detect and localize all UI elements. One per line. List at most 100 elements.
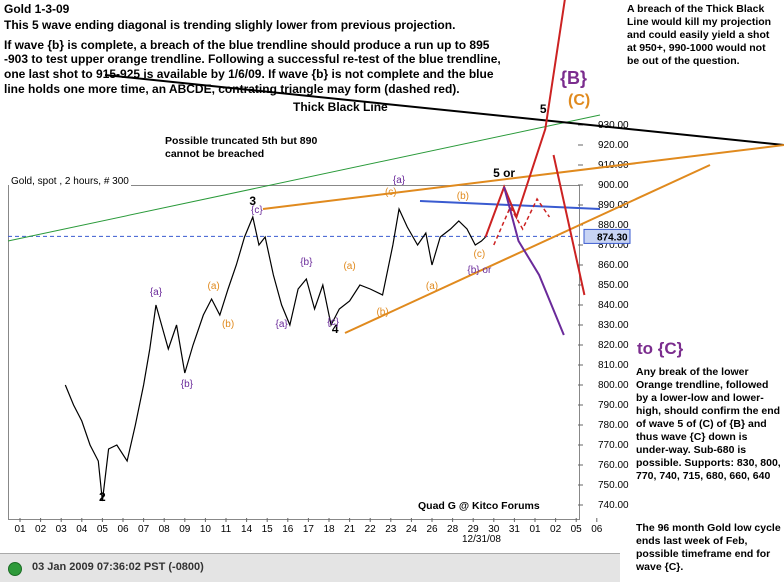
- x-tick-label: 14: [241, 524, 253, 535]
- y-tick-label: 850.00: [598, 280, 629, 291]
- wave-label: 5: [540, 102, 547, 116]
- y-tick-label: 820.00: [598, 340, 629, 351]
- wave-label: (a): [343, 261, 355, 272]
- x-tick-label: 15: [262, 524, 274, 535]
- y-tick-label: 800.00: [598, 380, 629, 391]
- note-line-3: -903 to test upper orange trendline. Fol…: [4, 52, 501, 66]
- wave-label: (b): [376, 307, 388, 318]
- x-tick-label: 01: [14, 524, 26, 535]
- y-tick-label: 840.00: [598, 300, 629, 311]
- wave-label: (c): [474, 249, 486, 260]
- x-tick-label: 04: [76, 524, 88, 535]
- x-tick-label: 18: [323, 524, 335, 535]
- y-tick-label: 780.00: [598, 420, 629, 431]
- y-tick-label: 790.00: [598, 400, 629, 411]
- y-tick-label: 900.00: [598, 180, 629, 191]
- note-line-1: This 5 wave ending diagonal is trending …: [4, 18, 456, 32]
- upper-orange-trendline: [262, 144, 784, 210]
- x-tick-label: 08: [159, 524, 171, 535]
- chart-title: Gold 1-3-09: [4, 2, 70, 16]
- green-trendline: [7, 114, 601, 242]
- x-tick-label: 06: [591, 524, 603, 535]
- x-tick-label: 26: [426, 524, 438, 535]
- y-tick-label: 770.00: [598, 440, 629, 451]
- current-price-box: [583, 228, 631, 244]
- y-tick-label: 920.00: [598, 140, 629, 151]
- wave-label: (b): [457, 191, 469, 202]
- y-tick-label: 810.00: [598, 360, 629, 371]
- x-tick-label: 11: [221, 524, 232, 535]
- x-tick-label: 01: [529, 524, 541, 535]
- x-tick-label: 28: [447, 524, 459, 535]
- y-tick-label: 930.00: [598, 120, 629, 131]
- wave-label: {b}: [181, 379, 194, 390]
- y-tick-label: 880.00: [598, 220, 629, 231]
- wave-big-b-label: {B}: [560, 68, 588, 88]
- wave-label: 5 or: [493, 166, 515, 180]
- wave-label: {c}: [327, 317, 339, 328]
- current-price-label: 874.30: [597, 232, 628, 243]
- chart-header: Gold, spot , 2 hours, # 300: [9, 176, 131, 187]
- status-indicator-icon: [8, 562, 22, 576]
- wave-label: (b): [222, 319, 234, 330]
- y-tick-label: 760.00: [598, 460, 629, 471]
- y-tick-label: 860.00: [598, 260, 629, 271]
- date-axis-label: 12/31/08: [462, 534, 501, 545]
- x-tick-label: 16: [282, 524, 294, 535]
- wave-big-c-label: (C): [568, 92, 591, 109]
- x-tick-label: 02: [35, 524, 47, 535]
- red-projection-up: [484, 0, 566, 238]
- y-tick-label: 740.00: [598, 500, 629, 511]
- x-tick-label: 10: [200, 524, 212, 535]
- dashed-triangle-projection: [493, 197, 551, 246]
- red-projection-down: [552, 154, 586, 296]
- wave-label: 4: [332, 322, 339, 336]
- note-line-2: If wave {b} is complete, a breach of the…: [4, 38, 490, 52]
- wave-label: (a): [208, 281, 220, 292]
- wave-label: {a}: [275, 319, 288, 330]
- y-tick-label: 890.00: [598, 200, 629, 211]
- blue-trendline: [419, 200, 601, 210]
- y-tick-label: 870.00: [598, 240, 629, 251]
- x-tick-label: 09: [179, 524, 191, 535]
- orange-trendline-break-note: Any break of the lower Orange trendline,…: [636, 366, 781, 482]
- wave-label: {b}: [300, 257, 313, 268]
- y-tick-label: 750.00: [598, 480, 629, 491]
- thick-line-breach-note: A breach of the Thick Black Line would k…: [627, 3, 772, 67]
- x-tick-label: 17: [303, 524, 315, 535]
- x-tick-label: 21: [344, 524, 356, 535]
- x-tick-label: 22: [365, 524, 377, 535]
- wave-label: {b} or: [467, 265, 492, 276]
- status-timestamp: 03 Jan 2009 07:36:02 PST (-0800): [32, 561, 204, 573]
- x-tick-label: 24: [406, 524, 418, 535]
- wave-label: (a): [426, 281, 438, 292]
- x-tick-label: 31: [509, 524, 521, 535]
- wave-label: {a}: [393, 175, 406, 186]
- to-wave-c-label: to {C}: [637, 339, 684, 358]
- price-series-line: [64, 206, 486, 502]
- x-tick-label: 03: [56, 524, 68, 535]
- truncated-fifth-note: Possible truncated 5th but 890 cannot be…: [165, 135, 318, 160]
- x-tick-label: 05: [571, 524, 583, 535]
- lower-orange-trendline: [344, 164, 711, 334]
- wave-label: {c}: [251, 205, 263, 216]
- gold-cycle-note: The 96 month Gold low cycle ends last we…: [636, 522, 781, 573]
- chart-plot-area: [8, 185, 580, 520]
- x-tick-label: 29: [468, 524, 480, 535]
- wave-label: 2: [99, 490, 106, 504]
- chart-credit: Quad G @ Kitco Forums: [418, 500, 540, 512]
- x-tick-label: 07: [138, 524, 150, 535]
- wave-label: (c): [385, 187, 397, 198]
- wave-label: 3: [249, 194, 256, 208]
- x-tick-label: 06: [117, 524, 129, 535]
- x-tick-label: 05: [97, 524, 109, 535]
- y-tick-label: 830.00: [598, 320, 629, 331]
- thick-black-line-label: Thick Black Line: [293, 100, 388, 114]
- wave-label: {a}: [150, 287, 163, 298]
- x-tick-label: 02: [550, 524, 562, 535]
- status-bar: 03 Jan 2009 07:36:02 PST (-0800): [0, 553, 620, 582]
- purple-projection-down: [503, 186, 565, 336]
- x-tick-label: 30: [488, 524, 500, 535]
- thick-black-line: [104, 74, 784, 146]
